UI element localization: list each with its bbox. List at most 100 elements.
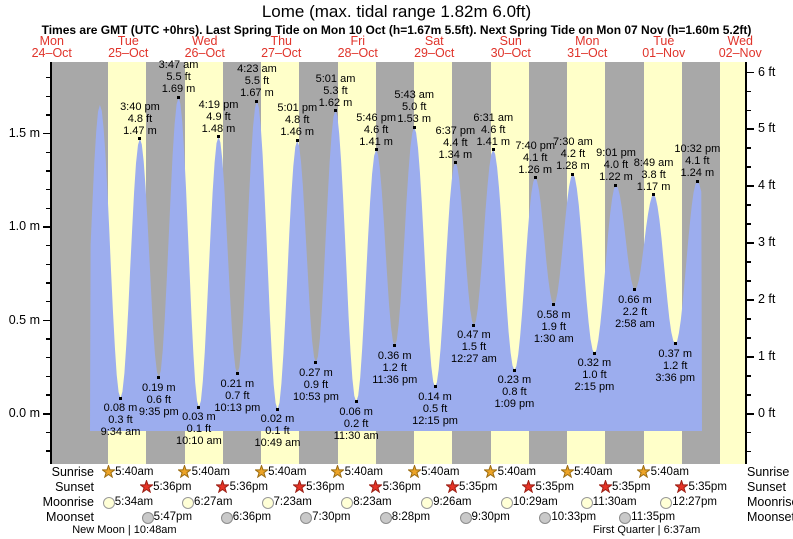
left-axis-minor-tick	[46, 95, 50, 98]
tide-event-marker	[453, 161, 457, 165]
left-axis-minor-tick	[46, 188, 50, 191]
tide-event-marker	[512, 368, 516, 372]
tide-event-label-line: 5.3 ft	[323, 84, 348, 97]
tide-event-label-line: 0.1 ft	[186, 423, 212, 436]
sunset-time: 5:35pm	[459, 481, 498, 493]
moonrise-circle	[102, 497, 115, 509]
day-label: Fri 28–Oct	[326, 35, 390, 61]
tide-event-label: 0.21 m 0.7 ft 10:13 pm	[195, 378, 279, 414]
right-axis-major-tick	[747, 299, 754, 301]
left-axis-minor-tick	[46, 394, 50, 396]
moonrise-circle	[580, 497, 593, 509]
tide-event-label-line: 5:43 am	[394, 89, 435, 102]
tide-event-marker	[354, 400, 358, 404]
tide-event-label-line: 10:10 am	[175, 435, 222, 448]
right-axis-minor-tick	[747, 90, 751, 93]
tide-event-label-line: 9:01 pm	[596, 147, 636, 160]
right-axis-tick-label: 6 ft	[758, 64, 776, 79]
moonset-circle	[379, 512, 392, 524]
tide-event-label: 9:01 pm 4.0 ft 1.22 m	[574, 147, 658, 183]
moonset-circle	[459, 512, 472, 524]
tide-event-label-line: 4.2 ft	[560, 148, 586, 161]
left-axis-major-tick	[43, 226, 50, 228]
right-axis-minor-tick	[747, 204, 751, 206]
moonset-time: 10:33pm	[551, 511, 597, 523]
left-axis-tick-label: 0.0 m	[8, 406, 40, 420]
tide-event-label-line: 1.5 ft	[461, 341, 487, 354]
tide-event-label-line: 5.5 ft	[244, 75, 270, 88]
left-axis-minor-tick	[46, 244, 50, 247]
tide-event-label: 4:23 am 5.5 ft 1.67 m	[215, 63, 299, 99]
tide-event-label-line: 0.8 ft	[502, 386, 527, 399]
tide-event-label: 0.32 m 1.0 ft 2:15 pm	[552, 357, 636, 393]
tide-event-label-line: 0.66 m	[618, 293, 652, 306]
tide-event-label: 0.03 m 0.1 ft 10:10 am	[157, 411, 241, 447]
tide-event-label: 0.36 m 1.2 ft 11:36 pm	[353, 350, 437, 386]
sunrise-star	[254, 465, 268, 478]
left-axis-minor-tick	[46, 431, 50, 434]
sunrise-time: 5:40am	[650, 466, 689, 478]
right-axis-tick-label: 1 ft	[758, 349, 776, 364]
day-name: Mon	[39, 34, 64, 48]
right-axis-tick-label: 3 ft	[758, 235, 776, 250]
tide-event-label-line: 3:47 am	[158, 59, 199, 72]
page-title: Lome (max. tidal range 1.82m 6.0ft)	[261, 2, 532, 21]
left-axis-tick-label: 1.5 m	[8, 125, 40, 140]
tide-event-label-line: 10:53 pm	[293, 390, 339, 403]
sunrise-star	[331, 465, 345, 478]
tide-event-label-line: 5.0 ft	[401, 101, 427, 114]
sunset-time: 5:35pm	[535, 481, 574, 493]
moonset-circle	[141, 512, 154, 524]
tide-event-label-line: 0.23 m	[497, 374, 532, 387]
moonset-circle	[539, 512, 552, 524]
left-axis-minor-tick	[46, 375, 50, 378]
sunset-star	[139, 480, 153, 493]
tide-event-marker	[552, 303, 556, 307]
tide-event-label-line: 1.48 m	[201, 122, 236, 135]
right-axis-major-tick	[747, 185, 754, 187]
sunset-time: 5:36pm	[306, 481, 345, 493]
right-axis-tick-label: 4 ft	[758, 178, 776, 193]
left-axis-minor-tick	[46, 356, 50, 359]
sunrise-star	[101, 465, 115, 478]
day-label: Mon 24–Oct	[20, 35, 84, 61]
day-date: 30–Oct	[490, 46, 531, 60]
right-axis-minor-tick	[747, 375, 751, 377]
tide-event-label-line: 2.2 ft	[622, 305, 648, 318]
day-date: 27–Oct	[261, 46, 302, 60]
day-label: Tue 01–Nov	[632, 35, 696, 61]
tide-event-label: 8:49 am 3.8 ft 1.17 m	[612, 157, 696, 193]
tide-event-label-line: 1.9 ft	[541, 320, 567, 333]
tide-event-label-line: 7:40 pm	[515, 139, 556, 152]
tide-event-label-line: 4.1 ft	[522, 151, 548, 164]
moonset-circle	[220, 512, 233, 524]
tide-event-label: 5:01 am 5.3 ft 1.62 m	[293, 73, 377, 109]
tide-event-label: 7:40 pm 4.1 ft 1.26 m	[493, 140, 577, 176]
sunrise-star	[560, 465, 574, 478]
tide-event-marker	[673, 342, 677, 346]
tide-event-marker	[217, 135, 220, 139]
row-label-moonrise-right: Moonrise	[747, 495, 793, 509]
day-date: 25–Oct	[108, 46, 149, 60]
day-name: Wed	[192, 34, 218, 48]
day-name: Sat	[424, 34, 444, 48]
moonrise-circle	[182, 497, 195, 509]
tide-event-label-line: 5.5 ft	[166, 71, 191, 84]
tide-event-label: 5:43 am 5.0 ft 1.53 m	[372, 89, 456, 125]
day-name: Thu	[270, 34, 293, 48]
tide-event-label-line: 3:36 pm	[655, 371, 696, 384]
tide-event-label-line: 10:49 am	[254, 437, 301, 450]
sunset-time: 5:35pm	[688, 481, 727, 493]
tide-event-label-line: 1.22 m	[599, 171, 633, 184]
tide-event-label: 0.27 m 0.9 ft 10:53 pm	[274, 367, 358, 403]
tide-event-label-line: 2:58 am	[615, 317, 655, 330]
moonrise-time: 11:30am	[592, 496, 637, 508]
tide-event-label-line: 1.47 m	[123, 124, 157, 137]
plot-area	[52, 62, 745, 464]
tide-event-label-line: 0.47 m	[457, 329, 491, 342]
tide-event-label-line: 9:35 pm	[138, 405, 179, 418]
tide-event-label-line: 4:23 am	[237, 63, 277, 76]
sunset-star	[445, 480, 459, 493]
left-axis-line	[50, 62, 52, 464]
tide-event-label-line: 1.26 m	[518, 163, 552, 176]
